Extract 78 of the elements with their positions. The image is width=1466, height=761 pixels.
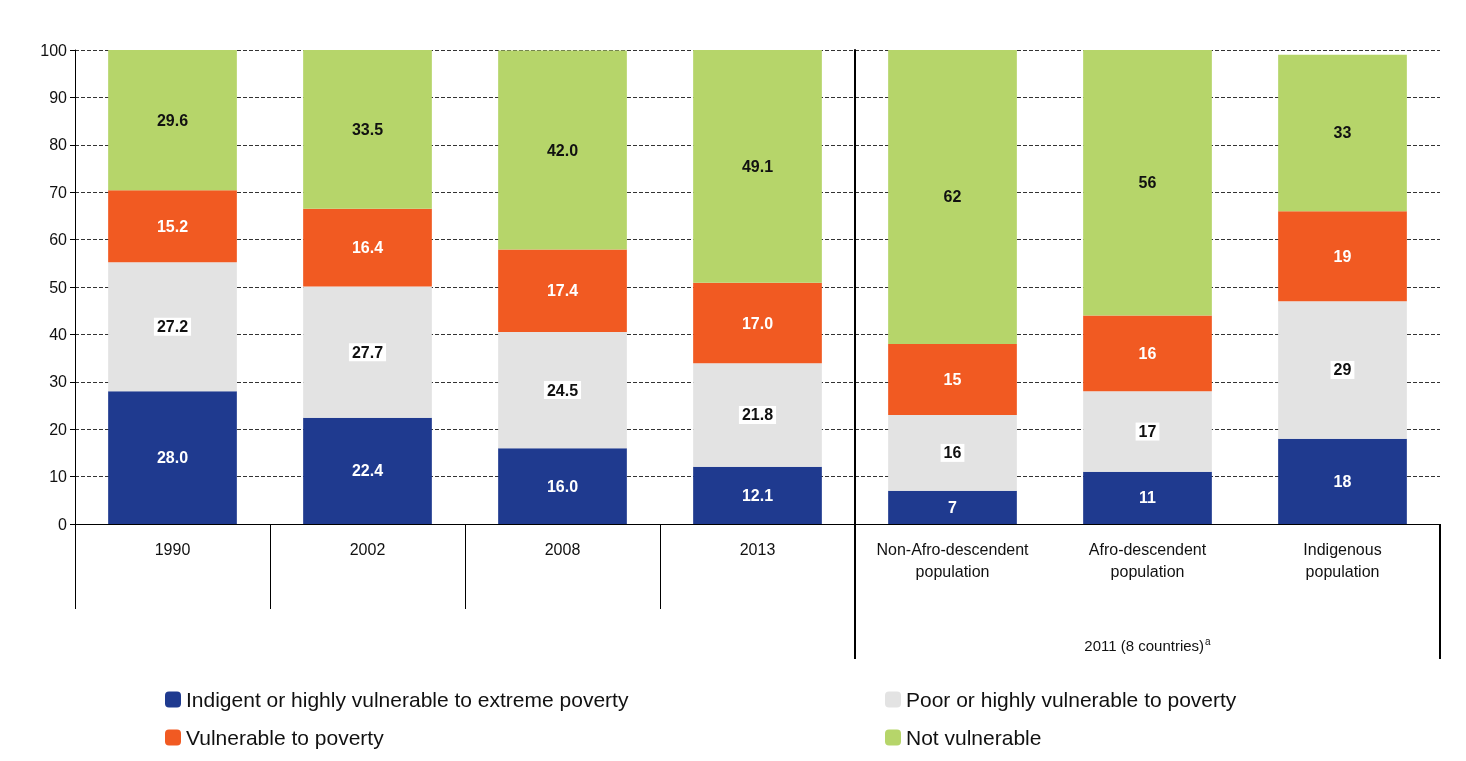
data-label: 22.4 [351, 462, 384, 480]
bar [303, 286, 432, 418]
bar [303, 417, 432, 524]
data-label: 28.0 [156, 449, 189, 467]
data-label: 27.7 [351, 343, 384, 361]
data-label: 21.8 [741, 406, 774, 424]
bar [888, 490, 1017, 524]
bar [888, 343, 1017, 415]
data-label: 12.1 [741, 486, 774, 504]
data-label: 56 [1138, 174, 1157, 192]
y-tick-label: 100 [40, 41, 68, 59]
data-label: 17.0 [741, 314, 774, 332]
bar [693, 466, 822, 524]
data-label: 19 [1333, 247, 1352, 265]
y-tick-label: 0 [58, 515, 68, 533]
x-tick-label: Indigenous population [1303, 540, 1382, 580]
data-label: 33.5 [351, 120, 384, 138]
bar [1083, 391, 1212, 472]
data-label: 16.4 [351, 239, 384, 257]
data-label: 29 [1333, 361, 1352, 379]
legend-label: Not vulnerable [906, 726, 1042, 749]
bar [888, 50, 1017, 344]
x-tick-label: 2008 [544, 540, 581, 558]
bar [1083, 50, 1212, 316]
bar [108, 262, 237, 392]
bar [303, 208, 432, 287]
bar [498, 249, 627, 333]
x-tick-label: Afro-descendent population [1088, 540, 1207, 580]
data-label: 16 [943, 444, 962, 462]
data-label: 15 [943, 370, 962, 388]
data-label: 7 [948, 498, 958, 516]
x-tick-label: 2013 [739, 540, 776, 558]
data-label: 17.4 [546, 282, 579, 300]
y-tick-label: 30 [49, 373, 68, 391]
y-tick-label: 10 [49, 468, 68, 486]
bar [108, 391, 237, 524]
bar [888, 414, 1017, 491]
data-label: 11 [1139, 489, 1157, 507]
data-label: 33 [1333, 124, 1352, 142]
y-tick-label: 40 [49, 325, 68, 343]
bar [693, 282, 822, 364]
y-tick-label: 60 [49, 231, 68, 249]
data-label: 29.6 [156, 111, 189, 129]
y-tick-label: 70 [49, 183, 68, 201]
bar [108, 50, 237, 191]
bar [693, 50, 822, 283]
data-label: 27.2 [156, 318, 189, 336]
bar [498, 332, 627, 449]
legend-label: Vulnerable to poverty [186, 726, 385, 749]
bar [498, 448, 627, 524]
bar [303, 50, 432, 209]
x-tick-label: 2002 [349, 540, 386, 558]
data-label: 18 [1333, 472, 1352, 490]
legend-label: Poor or highly vulnerable to poverty [906, 688, 1237, 711]
bar [108, 190, 237, 263]
x-tick-label: Non-Afro-descendent population [876, 540, 1030, 580]
bar [1083, 471, 1212, 524]
data-label: 15.2 [156, 217, 189, 235]
bar [1083, 315, 1212, 392]
y-tick-label: 80 [49, 136, 68, 154]
bar [498, 50, 627, 250]
y-tick-label: 90 [49, 88, 68, 106]
data-label: 62 [943, 188, 962, 206]
data-label: 16.0 [546, 477, 579, 495]
data-label: 42.0 [546, 141, 579, 159]
data-label: 17 [1138, 423, 1157, 441]
bar [1278, 54, 1407, 212]
bar [1278, 438, 1407, 524]
x-tick-label: 1990 [154, 540, 191, 558]
legend-label: Indigent or highly vulnerable to extreme poverty [186, 688, 629, 711]
y-tick-label: 50 [49, 278, 68, 296]
y-tick-label: 20 [49, 420, 68, 438]
bar [693, 363, 822, 467]
data-label: 24.5 [546, 381, 579, 399]
bar [1278, 211, 1407, 302]
data-label: 16 [1138, 344, 1157, 362]
data-label: 49.1 [741, 157, 774, 175]
bar [1278, 301, 1407, 439]
